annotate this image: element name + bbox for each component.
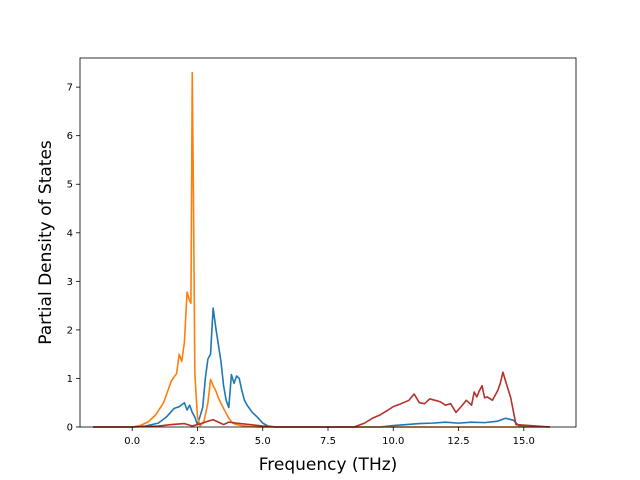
series-line-2 (93, 371, 550, 428)
y-tick-label: 1 (67, 374, 73, 385)
x-tick-label: 15.0 (513, 436, 535, 447)
y-tick-label: 4 (67, 228, 73, 239)
plot-frame (79, 57, 577, 428)
y-tick-label: 2 (67, 325, 73, 336)
x-tick-label: 7.5 (320, 436, 336, 447)
y-tick-label: 7 (67, 83, 73, 94)
y-tick-label: 0 (67, 423, 73, 434)
x-tick-label: 0.0 (124, 436, 140, 447)
y-tick-label: 5 (67, 180, 73, 191)
x-axis-label: Frequency (THz) (259, 455, 398, 475)
x-tick-label: 10.0 (382, 436, 404, 447)
y-axis-ticks: 0 1 2 3 4 5 6 7 (67, 83, 80, 434)
y-axis-label: Partial Density of States (36, 140, 56, 345)
x-axis-ticks: 0.0 2.5 5.0 7.5 10.0 12.5 15.0 (124, 427, 535, 447)
y-tick-label: 3 (67, 277, 73, 288)
x-tick-label: 12.5 (447, 436, 469, 447)
plot-lines (93, 71, 550, 428)
y-tick-label: 6 (67, 131, 73, 142)
x-tick-label: 2.5 (190, 436, 206, 447)
series-line-0 (93, 307, 550, 428)
series-line-1 (93, 71, 550, 428)
x-tick-label: 5.0 (255, 436, 271, 447)
